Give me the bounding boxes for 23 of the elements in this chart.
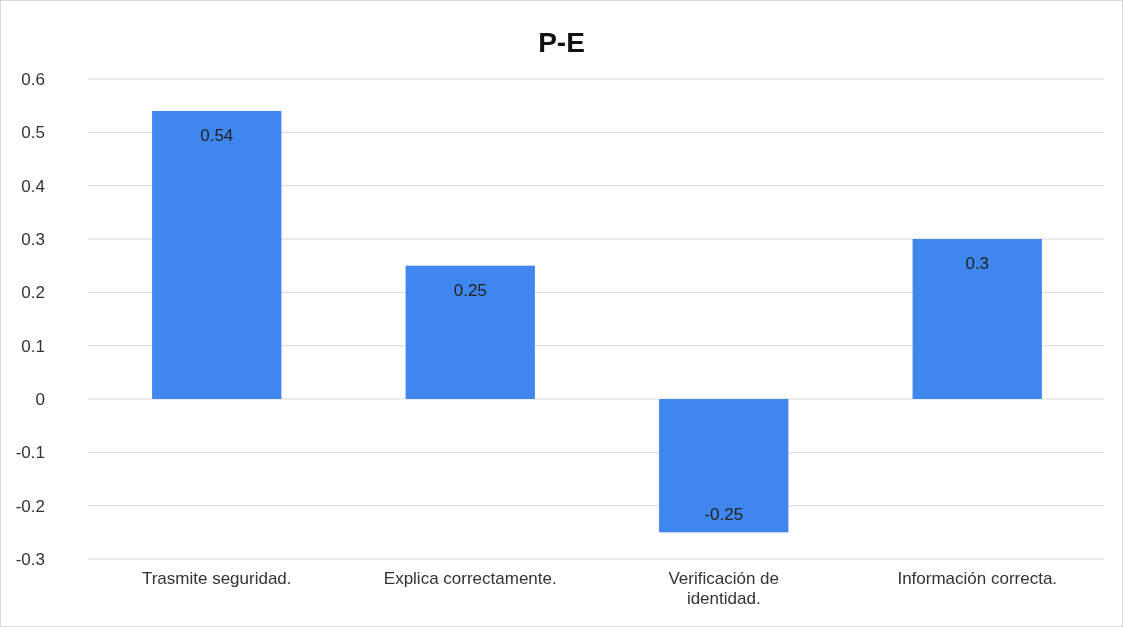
y-tick-label: 0.3 [21,230,45,249]
x-tick-label: Explica correctamente. [383,569,557,588]
y-tick-label: 0.5 [21,123,45,143]
bar [912,239,1042,399]
y-tick-label: 0.6 [21,70,45,89]
y-tick-label: -0.3 [15,550,45,569]
bar [152,111,282,399]
y-tick-label: -0.2 [15,496,45,516]
x-tick-label: Trasmite seguridad. [141,569,292,588]
x-tick-label: Información correcta. [897,569,1058,588]
data-label: -0.25 [704,505,744,525]
y-tick-label: 0.4 [21,176,45,196]
y-tick-label: 0 [35,390,45,409]
data-label: 0.54 [200,126,234,145]
data-label: 0.3 [965,254,990,273]
data-label: 0.25 [453,280,487,300]
y-tick-label: 0.1 [21,336,45,356]
x-tick-label: Verificación de identidad. [668,569,780,608]
bar [659,399,789,533]
chart-title: P-E [538,27,585,58]
y-tick-label: 0.2 [21,283,45,303]
y-tick-label: -0.1 [15,443,45,463]
bar [405,265,535,399]
